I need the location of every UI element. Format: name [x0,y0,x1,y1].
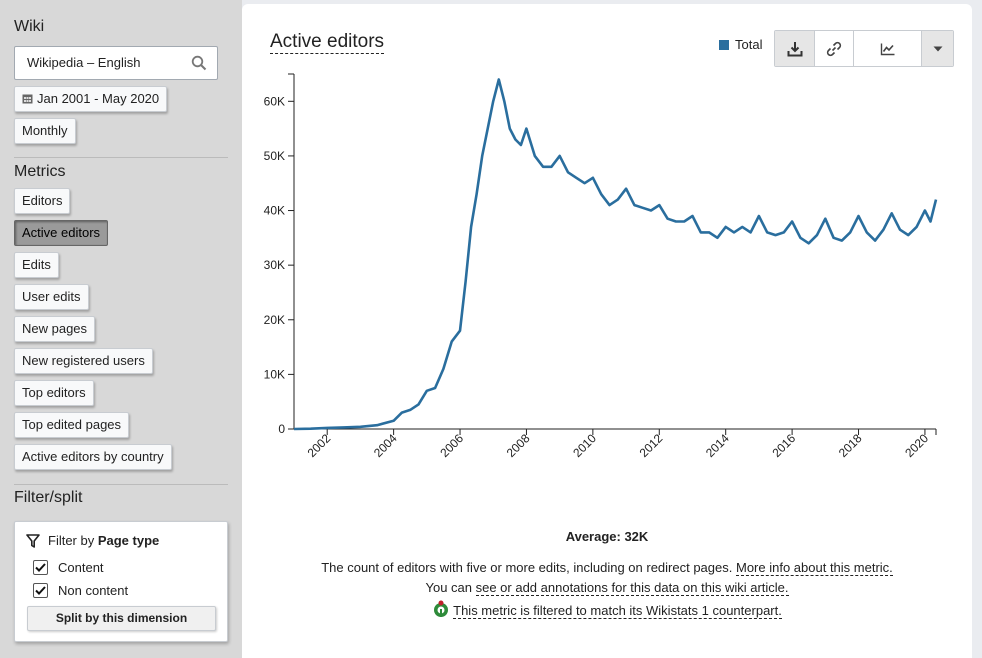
x-tick-label: 2018 [836,431,865,460]
x-tick-label: 2014 [703,431,732,460]
main-panel: Active editors Total 0 10K 20K 3 [242,4,972,658]
funnel-icon [26,534,40,548]
metric-top-edited-pages[interactable]: Top edited pages [14,412,130,438]
metric-new-registered-users[interactable]: New registered users [14,348,153,374]
filter-dimension: Page type [97,533,160,548]
chart-options-dropdown[interactable] [922,31,953,66]
metrics-heading: Metrics [14,163,66,180]
metric-new-pages[interactable]: New pages [14,316,96,342]
line-chart: 0 10K 20K 30K 40K 50K 60K 2002 2004 2006 2008 2010 2… [264,73,938,460]
y-tick-label: 10K [264,367,285,381]
y-tick-label: 20K [264,313,285,327]
metric-edits[interactable]: Edits [14,252,59,278]
metric-description: The count of editors with five or more e… [242,560,972,576]
content-checkbox[interactable] [33,560,48,575]
y-tick-label: 30K [264,258,285,272]
wiki-input-value: Wikipedia – English [27,55,141,70]
split-by-dimension-button[interactable]: Split by this dimension [27,606,216,631]
calendar-icon [22,94,33,104]
x-tick-label: 2012 [637,431,666,460]
chart-legend: Total [719,37,762,52]
filter-split-heading: Filter/split [14,489,83,506]
filter-panel: Filter by Page type Content Non content … [14,521,228,642]
date-range-button[interactable]: Jan 2001 - May 2020 [14,86,168,112]
annotations-note: You can see or add annotations for this … [425,580,789,596]
x-tick-label: 2008 [504,431,533,460]
y-tick-label: 0 [278,422,285,436]
series-line-total [293,78,938,431]
link-icon [826,41,842,56]
dropdown-caret-icon [933,46,942,51]
date-range-label: Jan 2001 - May 2020 [37,91,160,106]
granularity-button[interactable]: Monthly [14,118,76,144]
legend-label: Total [735,37,763,52]
metric-active-editors[interactable]: Active editors [14,220,109,246]
x-tick-label: 2006 [437,431,466,460]
wiki-search-input[interactable]: Wikipedia – English [14,46,218,80]
chart-title[interactable]: Active editors [270,31,385,54]
filter-title: Filter by Page type [48,533,160,548]
line-chart-icon [880,43,894,55]
link-button[interactable] [815,31,854,66]
x-tick-label: 2004 [371,431,400,460]
search-icon[interactable] [191,55,207,71]
sidebar: Wiki Wikipedia – English Jan 2001 - May … [0,0,242,658]
y-tick-label: 50K [264,149,285,163]
annotations-link[interactable]: see or add annotations for this data on … [475,580,789,596]
legend-swatch [719,40,729,50]
wiki-heading: Wiki [14,18,45,35]
download-icon [787,41,802,56]
checkmark-icon [35,563,46,572]
filtered-note: This metric is filtered to match its Wik… [242,600,972,619]
description-text: The count of editors with five or more e… [321,560,733,575]
metric-active-editors-by-country[interactable]: Active editors by country [14,444,172,470]
non-content-checkbox[interactable] [33,583,48,598]
metric-top-editors[interactable]: Top editors [14,380,94,406]
non-content-checkbox-label: Non content [58,583,129,598]
checkmark-icon [35,586,46,595]
average-value: Average: 32K [565,529,649,544]
filtered-note-link[interactable]: This metric is filtered to match its Wik… [453,603,782,619]
download-button[interactable] [775,31,815,66]
y-tick-label: 40K [264,204,285,218]
x-tick-label: 2010 [570,431,599,460]
wikistats-logo-icon [434,600,449,617]
metric-editors[interactable]: Editors [14,188,71,214]
x-tick-label: 2020 [902,431,931,460]
x-tick-label: 2002 [305,431,334,460]
y-tick-label: 60K [264,94,285,108]
sidebar-divider [14,484,228,485]
content-checkbox-label: Content [58,560,104,575]
metric-user-edits[interactable]: User edits [14,284,89,310]
more-info-link[interactable]: More info about this metric. [736,560,893,576]
chart-toolbar [774,30,954,67]
sidebar-divider [14,157,228,158]
x-tick-label: 2016 [769,431,798,460]
chart-type-button[interactable] [854,31,922,66]
